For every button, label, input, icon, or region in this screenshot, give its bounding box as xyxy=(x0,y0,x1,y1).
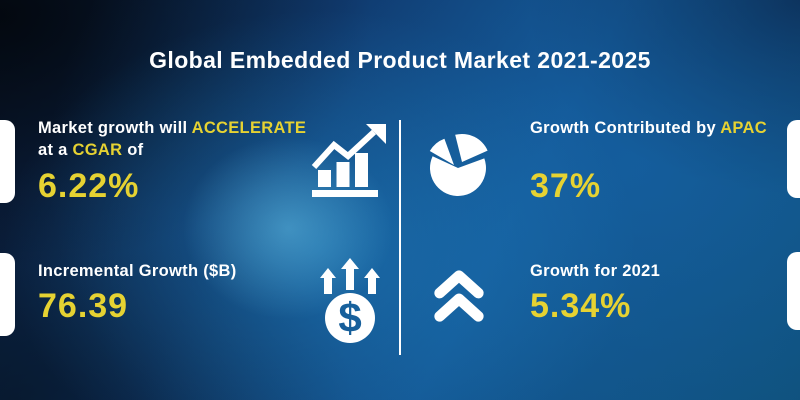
stat-value: 5.34% xyxy=(530,287,632,325)
stat-label-text: Market growth will xyxy=(38,119,192,137)
stat-label-text: of xyxy=(122,141,144,159)
stat-growth-2021: Growth for 2021 5.34% xyxy=(530,260,660,326)
stat-value: 76.39 xyxy=(38,287,129,325)
pie-chart-icon xyxy=(424,128,496,200)
stat-label-highlight: ACCELERATE xyxy=(191,119,307,137)
dollar-coin-up-arrows-icon: $ xyxy=(314,256,386,344)
stat-value: 37% xyxy=(530,167,602,205)
bar-chart-trend-up-icon xyxy=(310,122,394,200)
stat-label: Growth Contributed by APAC xyxy=(530,117,767,139)
left-edge-tab-bottom xyxy=(0,253,15,336)
stat-market-growth: Market growth will ACCELERATE at a CGAR o… xyxy=(38,117,306,206)
stat-label-highlight: APAC xyxy=(720,119,767,137)
stat-incremental-growth: Incremental Growth ($B) 76.39 xyxy=(38,260,237,326)
stat-apac-growth: Growth Contributed by APAC 37% xyxy=(530,117,767,206)
stat-label-text: at a xyxy=(38,141,73,159)
right-edge-tab-top xyxy=(787,120,800,198)
double-chevron-up-icon xyxy=(430,266,488,324)
stat-value: 6.22% xyxy=(38,167,140,205)
stat-label-highlight: CGAR xyxy=(72,141,123,159)
stat-label: Incremental Growth ($B) xyxy=(38,262,237,280)
left-edge-tab-top xyxy=(0,120,15,203)
stat-label-text: Growth Contributed by xyxy=(530,119,721,137)
stat-label: Market growth will ACCELERATE at a CGAR o… xyxy=(38,117,306,161)
page-title: Global Embedded Product Market 2021-2025 xyxy=(149,47,651,73)
stat-label: Growth for 2021 xyxy=(530,262,661,280)
vertical-divider xyxy=(399,120,401,355)
right-edge-tab-bottom xyxy=(787,252,800,330)
